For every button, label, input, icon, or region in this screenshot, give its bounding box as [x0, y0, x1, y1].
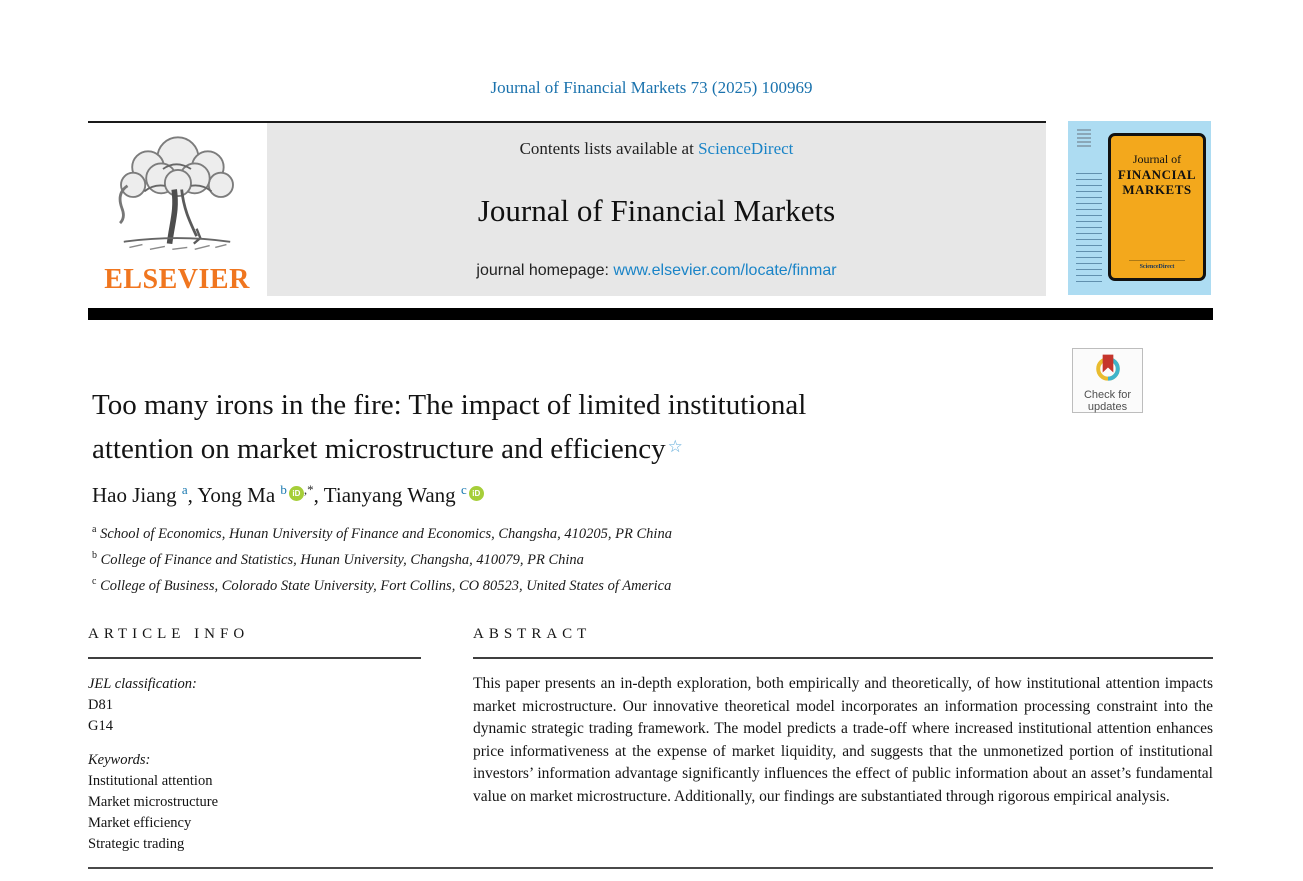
elsevier-wordmark: ELSEVIER	[104, 264, 250, 295]
check-for-updates-badge[interactable]: Check for updates	[1072, 348, 1143, 413]
author-separator: ,	[313, 483, 324, 507]
affiliation-text: School of Economics, Hunan University of…	[100, 525, 672, 542]
author-name: Yong Ma	[197, 483, 276, 507]
article-info-heading: ARTICLE INFO	[88, 626, 250, 642]
author-affil-sup: b	[280, 482, 287, 497]
journal-homepage-link[interactable]: www.elsevier.com/locate/finmar	[613, 262, 837, 279]
elsevier-logo[interactable]: ELSEVIER	[88, 126, 266, 296]
sciencedirect-link[interactable]: ScienceDirect	[698, 139, 794, 158]
page-bottom-rule	[88, 867, 1213, 869]
check-updates-ring-icon	[1095, 354, 1120, 381]
orcid-label: iD	[292, 489, 301, 498]
journal-title: Journal of Financial Markets	[477, 193, 836, 228]
keyword: Strategic trading	[88, 836, 185, 852]
author-separator: ,	[187, 483, 198, 507]
journal-cover-thumbnail[interactable]: Journal of FINANCIAL MARKETS ScienceDire…	[1068, 121, 1211, 295]
affiliation-sup: a	[92, 524, 97, 535]
contents-line: Contents lists available at ScienceDirec…	[267, 139, 1046, 159]
affiliation-text: College of Finance and Statistics, Hunan…	[100, 551, 584, 568]
homepage-text: journal homepage:	[476, 262, 614, 279]
affiliation-sup: b	[92, 549, 97, 561]
author-name: Hao Jiang	[92, 483, 177, 507]
article-title-line1: Too many irons in the fire: The impact o…	[92, 389, 807, 421]
author-name: Tianyang Wang	[323, 483, 456, 507]
keyword: Market efficiency	[88, 815, 192, 831]
cover-emblem	[1077, 129, 1091, 149]
contents-text: Contents lists available at	[519, 139, 699, 158]
affiliation-sup: c	[92, 575, 97, 587]
jel-code: D81	[88, 697, 113, 713]
keyword: Market microstructure	[88, 794, 219, 810]
author-list: Hao Jiang a, Yong Ma b iD ,*, Tianyang Wan…	[92, 482, 484, 508]
affiliation-row: c College of Business, Colorado State Un…	[92, 571, 672, 597]
abstract-text: This paper presents an in-depth explorat…	[473, 675, 1213, 805]
abstract-heading: ABSTRACT	[473, 626, 592, 642]
affiliation-list: a School of Economics, Hunan University …	[92, 519, 672, 596]
keywords-label: Keywords:	[88, 752, 151, 768]
corresponding-author-mark[interactable]: ,*	[303, 482, 314, 497]
homepage-line: journal homepage: www.elsevier.com/locat…	[267, 262, 1046, 280]
article-info-column: ARTICLE INFO JEL classification: D81 G14…	[88, 626, 421, 855]
article-title: Too many irons in the fire: The impact o…	[92, 384, 992, 470]
cover-sciencedirect-label: ScienceDirect	[1139, 264, 1175, 270]
cover-editor-lines	[1076, 173, 1102, 285]
keyword: Institutional attention	[88, 773, 213, 789]
affiliation-text: College of Business, Colorado State Univ…	[100, 577, 672, 594]
author-affil-sup: c	[460, 482, 467, 497]
orcid-icon[interactable]: iD	[468, 486, 484, 501]
orcid-icon[interactable]: iD	[288, 486, 304, 501]
header-divider-bar	[88, 308, 1213, 320]
cover-title-panel: Journal of FINANCIAL MARKETS ScienceDire…	[1108, 133, 1206, 281]
journal-header-band: Contents lists available at ScienceDirec…	[267, 123, 1046, 296]
abstract-column: ABSTRACT This paper presents an in-depth…	[473, 626, 1213, 809]
title-footnote-star[interactable]: ☆	[667, 437, 683, 456]
journal-citation: Journal of Financial Markets 73 (2025) 1…	[490, 78, 813, 97]
badge-label-line1: Check for	[1083, 389, 1132, 401]
cover-footer-line	[1129, 260, 1185, 261]
header-top-rule	[88, 121, 1046, 123]
article-info-rule	[88, 657, 421, 659]
affiliation-row: a School of Economics, Hunan University …	[92, 519, 672, 545]
orcid-label: iD	[472, 489, 481, 498]
abstract-rule	[473, 657, 1213, 659]
author-affil-sup: a	[181, 482, 188, 497]
elsevier-tree-icon	[118, 136, 234, 250]
cover-title-line2: FINANCIAL	[1117, 167, 1197, 182]
article-title-line2: attention on market microstructure and e…	[92, 433, 666, 465]
affiliation-row: b College of Finance and Statistics, Hun…	[92, 545, 672, 571]
jel-code: G14	[88, 718, 113, 734]
cover-title-line3: MARKETS	[1122, 182, 1192, 197]
badge-label-line2: updates	[1087, 401, 1128, 413]
jel-label: JEL classification:	[88, 676, 197, 692]
cover-title-line1: Journal of	[1132, 152, 1182, 166]
